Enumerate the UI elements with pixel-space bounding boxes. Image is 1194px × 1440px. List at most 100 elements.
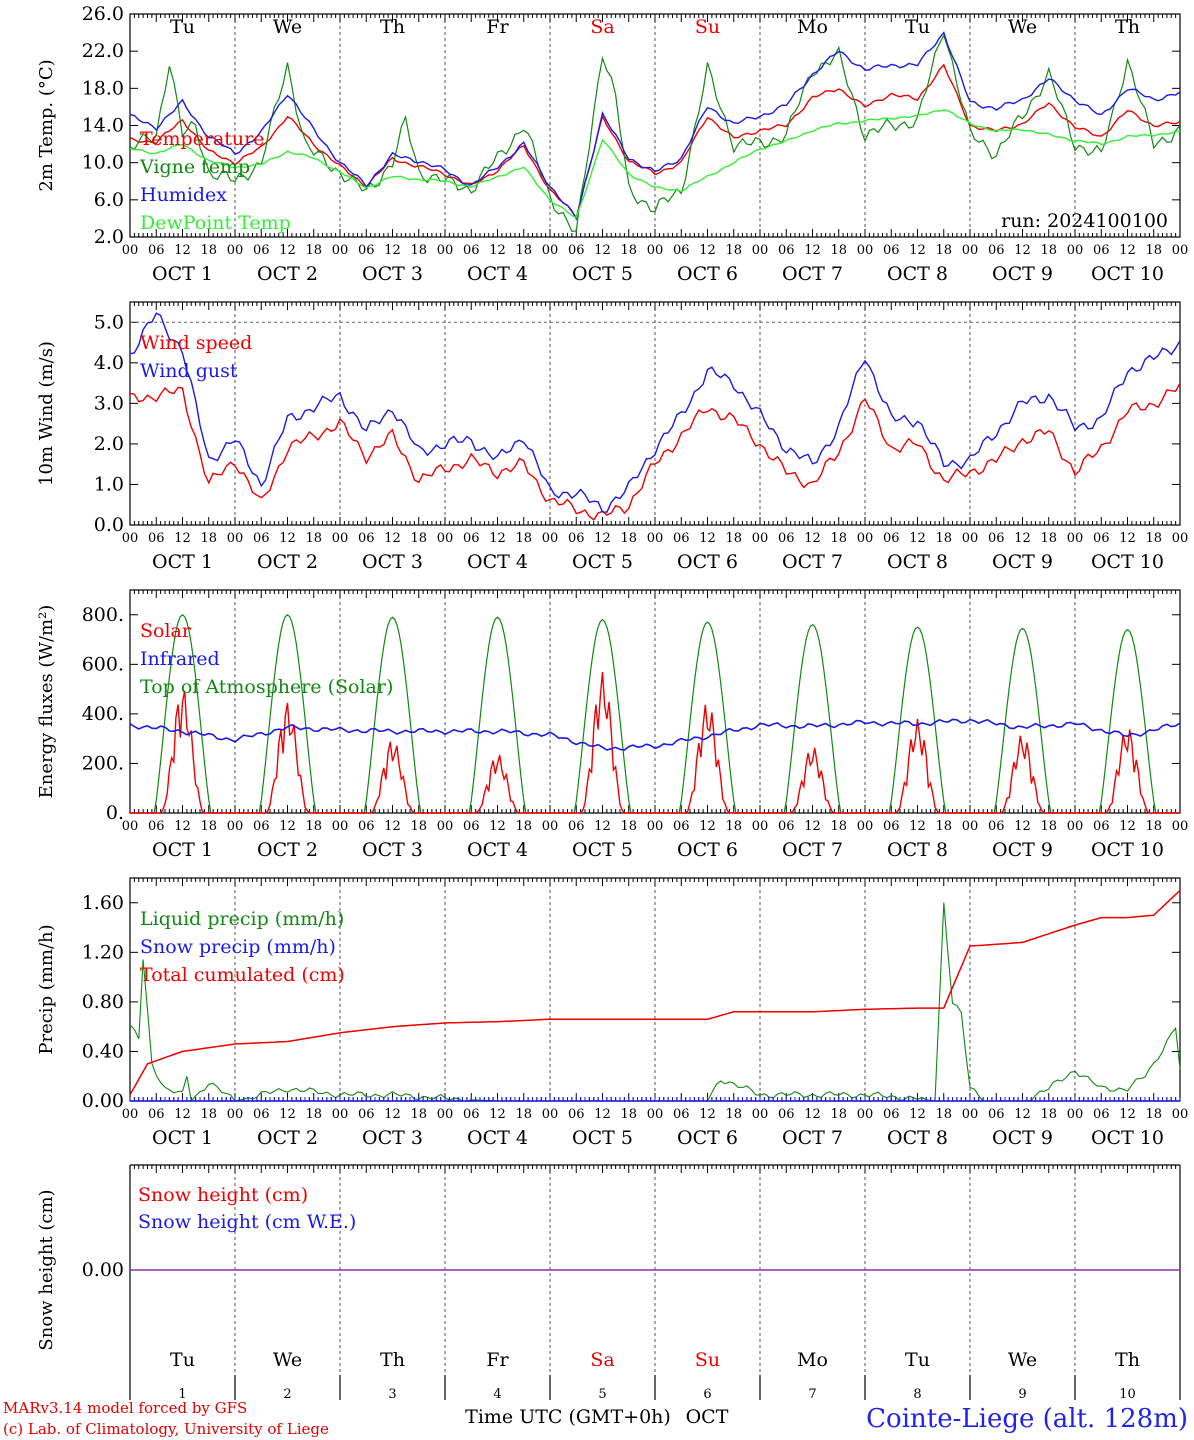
x-tick-label: 00 [332, 243, 349, 258]
x-tick-label: 12 [594, 1107, 611, 1122]
x-tick-label: 06 [673, 1107, 690, 1122]
x-tick-label: 00 [962, 1107, 979, 1122]
x-tick-label: 00 [122, 243, 139, 258]
x-tick-label: 06 [988, 819, 1005, 834]
legend-entry: Wind speed [140, 332, 252, 354]
y-tick-label: 22.0 [82, 40, 124, 62]
day-of-week-label: Sa [590, 16, 614, 38]
x-tick-label: 06 [1093, 819, 1110, 834]
x-tick-label: 18 [305, 819, 322, 834]
y-tick-label: 200. [82, 752, 124, 774]
x-tick-label: 06 [778, 531, 795, 546]
y-tick-label: 1.20 [82, 941, 124, 963]
x-tick-label: 00 [962, 243, 979, 258]
y-axis-label: Snow height (cm) [36, 1189, 57, 1350]
x-tick-label: 12 [1119, 819, 1136, 834]
x-tick-label: 06 [883, 531, 900, 546]
day-of-week-label: Tu [170, 16, 195, 38]
x-tick-label: 18 [200, 1107, 217, 1122]
x-tick-label: 00 [752, 243, 769, 258]
x-tick-label: 06 [1093, 1107, 1110, 1122]
x-tick-label: 18 [1145, 531, 1162, 546]
x-tick-label: 12 [174, 243, 191, 258]
x-tick-label: 12 [909, 531, 926, 546]
day-of-week-label: We [1008, 1349, 1037, 1371]
x-tick-label: 12 [909, 243, 926, 258]
series-line [130, 33, 1180, 233]
panel-2: 00 06 12 18 00 06 12 18 00 06 12 18 00 06 12 18 00 06 12 18… [36, 301, 1188, 573]
date-label: OCT 4 [467, 1127, 528, 1149]
x-tick-label: 18 [1040, 819, 1057, 834]
x-tick-label: 12 [1119, 1107, 1136, 1122]
x-tick-label: 06 [148, 819, 165, 834]
x-tick-label: 12 [489, 819, 506, 834]
run-label: run: 2024100100 [1001, 210, 1168, 232]
x-tick-label: 12 [489, 243, 506, 258]
x-tick-label: 06 [148, 531, 165, 546]
day-of-week-label: Th [1115, 1349, 1140, 1371]
x-tick-label: 18 [410, 243, 427, 258]
x-tick-label: 12 [1014, 1107, 1031, 1122]
x-tick-label: 06 [778, 243, 795, 258]
x-tick-label: 18 [515, 243, 532, 258]
x-tick-label: 18 [515, 531, 532, 546]
y-tick-label: 2.0 [94, 433, 124, 455]
day-of-week-label: Th [1115, 16, 1140, 38]
day-number-label: 6 [703, 1387, 711, 1402]
x-tick-label: 18 [305, 243, 322, 258]
x-tick-label: 12 [279, 1107, 296, 1122]
x-tick-label: 12 [279, 819, 296, 834]
y-tick-label: 0.40 [82, 1040, 124, 1062]
x-tick-label: 06 [778, 819, 795, 834]
day-of-week-label: Tu [905, 1349, 930, 1371]
date-label: OCT 5 [572, 551, 633, 573]
x-tick-label: 12 [279, 243, 296, 258]
x-tick-label: 12 [489, 1107, 506, 1122]
day-of-week-label: Mo [797, 16, 828, 38]
x-tick-label: 18 [410, 531, 427, 546]
credit-line-2: (c) Lab. of Climatology, University of L… [3, 1420, 329, 1438]
x-tick-label: 12 [174, 1107, 191, 1122]
date-label: OCT 2 [257, 1127, 318, 1149]
x-tick-label: 06 [673, 531, 690, 546]
x-tick-label: 18 [725, 1107, 742, 1122]
legend-entry: Wind gust [140, 360, 238, 382]
date-label: OCT 9 [992, 839, 1053, 861]
x-tick-label: 00 [122, 531, 139, 546]
series-line [129, 889, 1181, 1096]
x-tick-label: 06 [463, 1107, 480, 1122]
y-tick-label: 5.0 [94, 311, 124, 333]
x-tick-label: 12 [804, 531, 821, 546]
x-tick-label: 00 [1067, 1107, 1084, 1122]
day-number-label: 8 [913, 1387, 921, 1402]
x-tick-label: 12 [804, 1107, 821, 1122]
date-label: OCT 3 [362, 263, 423, 285]
date-label: OCT 1 [152, 839, 213, 861]
day-number-label: 7 [808, 1387, 816, 1402]
series-group [130, 31, 1180, 233]
series-line [129, 382, 1181, 521]
x-tick-label: 18 [620, 819, 637, 834]
x-tick-label: 00 [437, 531, 454, 546]
x-tick-label: 00 [752, 531, 769, 546]
x-tick-label: 00 [332, 819, 349, 834]
date-label: OCT 7 [782, 1127, 843, 1149]
x-tick-label: 06 [988, 531, 1005, 546]
x-tick-label: 12 [594, 531, 611, 546]
x-tick-label: 06 [673, 243, 690, 258]
date-label: OCT 7 [782, 551, 843, 573]
x-tick-label: 06 [883, 243, 900, 258]
legend-entry: Infrared [140, 648, 220, 670]
date-label: OCT 1 [152, 263, 213, 285]
x-tick-label: 06 [358, 243, 375, 258]
x-tick-label: 18 [830, 531, 847, 546]
x-tick-label: 06 [988, 243, 1005, 258]
x-tick-label: 18 [305, 531, 322, 546]
series-line [130, 31, 1180, 221]
day-number-label: 10 [1119, 1387, 1136, 1402]
x-tick-label: 18 [515, 819, 532, 834]
y-tick-label: 0.80 [82, 991, 124, 1013]
x-tick-label: 00 [1067, 243, 1084, 258]
date-label: OCT 7 [782, 263, 843, 285]
y-tick-label: 26.0 [82, 3, 124, 25]
